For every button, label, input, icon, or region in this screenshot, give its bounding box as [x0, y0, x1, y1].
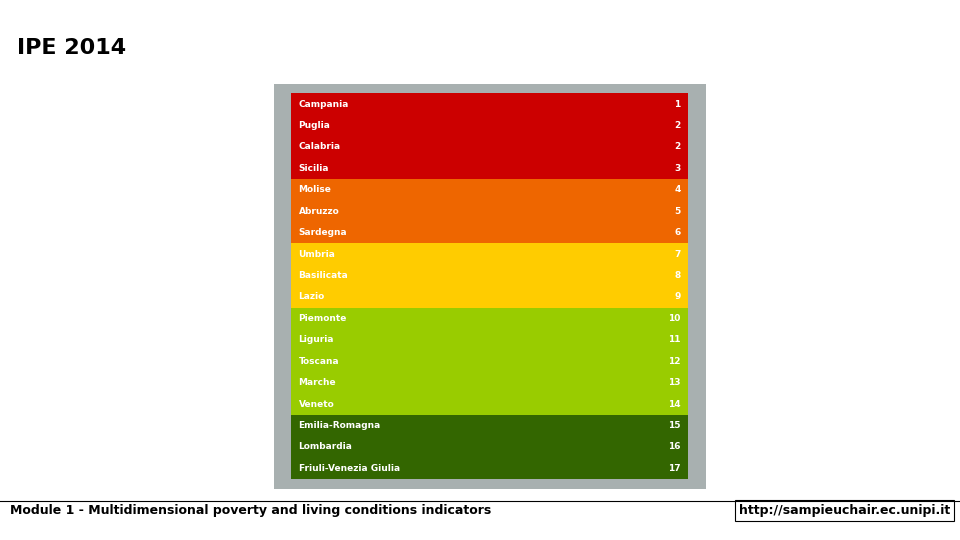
Bar [291, 136, 688, 158]
Text: 10: 10 [668, 314, 681, 323]
Bar [291, 179, 688, 200]
Text: Umbria: Umbria [299, 249, 335, 259]
Bar [291, 436, 688, 457]
Text: Liguria: Liguria [299, 335, 334, 345]
Text: 17: 17 [668, 464, 681, 473]
Text: Lombardia: Lombardia [299, 442, 352, 451]
Text: 1: 1 [674, 100, 681, 109]
Text: Sicilia: Sicilia [299, 164, 329, 173]
Bar [291, 286, 688, 308]
Text: Basilicata: Basilicata [299, 271, 348, 280]
Text: http://sampieuchair.ec.unipi.it: http://sampieuchair.ec.unipi.it [739, 504, 950, 517]
Bar [291, 393, 688, 415]
Text: Molise: Molise [299, 185, 331, 194]
Text: Calabria: Calabria [299, 143, 341, 151]
Bar [291, 158, 688, 179]
Text: Marche: Marche [299, 378, 336, 387]
Bar [291, 265, 688, 286]
Bar [291, 372, 688, 393]
Text: Friuli-Venezia Giulia: Friuli-Venezia Giulia [299, 464, 399, 473]
Text: 2: 2 [674, 143, 681, 151]
Text: 13: 13 [668, 378, 681, 387]
Text: Emilia-Romagna: Emilia-Romagna [299, 421, 381, 430]
Text: Piemonte: Piemonte [299, 314, 347, 323]
Text: 6: 6 [674, 228, 681, 237]
Text: Abruzzo: Abruzzo [299, 207, 339, 215]
Text: Toscana: Toscana [299, 357, 339, 366]
Bar [291, 308, 688, 329]
Bar [291, 93, 688, 115]
Text: 12: 12 [668, 357, 681, 366]
Text: Puglia: Puglia [299, 121, 330, 130]
Text: Lazio: Lazio [299, 293, 324, 301]
Text: 8: 8 [674, 271, 681, 280]
Text: 16: 16 [668, 442, 681, 451]
Text: 15: 15 [668, 421, 681, 430]
Text: Campania: Campania [299, 100, 348, 109]
Text: 2: 2 [674, 121, 681, 130]
Bar [291, 222, 688, 244]
Text: Sardegna: Sardegna [299, 228, 348, 237]
Text: 5: 5 [674, 207, 681, 215]
Bar [291, 457, 688, 479]
Text: 7: 7 [674, 249, 681, 259]
Bar [291, 350, 688, 372]
Bar [291, 329, 688, 350]
Text: 14: 14 [668, 400, 681, 408]
Text: 9: 9 [674, 293, 681, 301]
Text: 3: 3 [674, 164, 681, 173]
Text: 4: 4 [674, 185, 681, 194]
Text: Module 1 - Multidimensional poverty and living conditions indicators: Module 1 - Multidimensional poverty and … [10, 504, 491, 517]
Bar [291, 244, 688, 265]
Bar [291, 200, 688, 222]
Bar [291, 415, 688, 436]
Text: IPE 2014: IPE 2014 [17, 38, 127, 58]
Text: Veneto: Veneto [299, 400, 334, 408]
Text: 11: 11 [668, 335, 681, 345]
Bar [291, 115, 688, 136]
Bar [274, 84, 706, 489]
